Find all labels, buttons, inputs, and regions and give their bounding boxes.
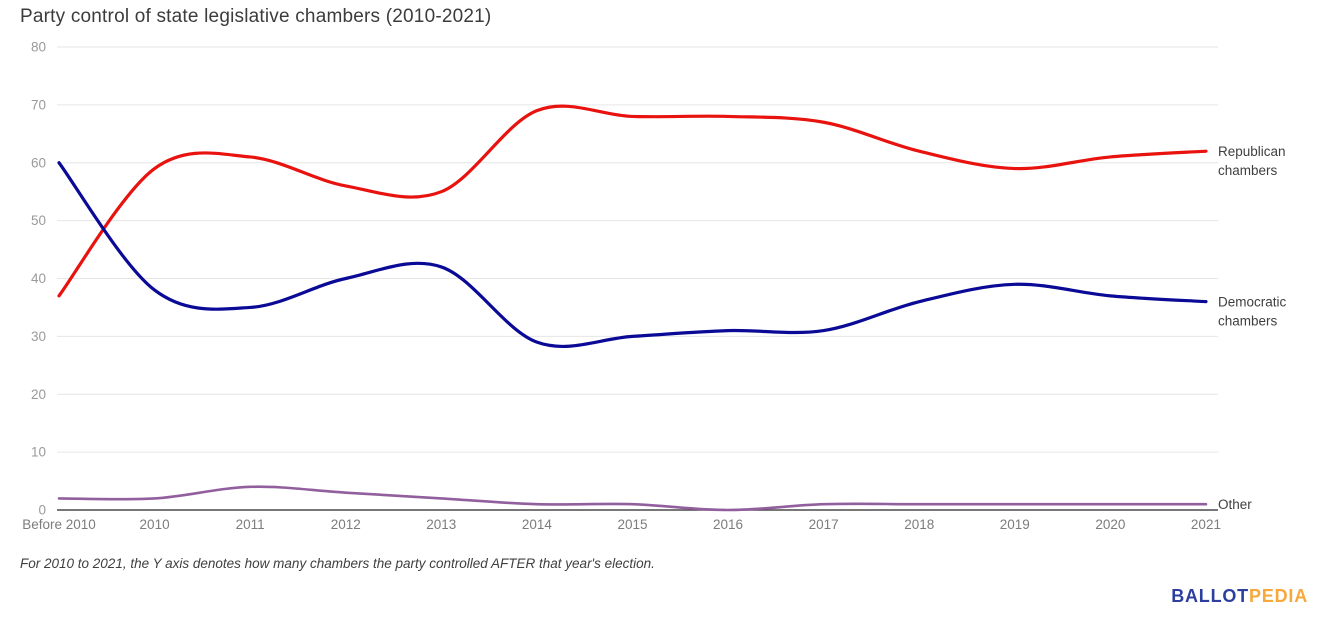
y-tick-label: 80	[31, 40, 46, 55]
x-tick-label: 2014	[522, 517, 553, 532]
other-line[interactable]	[57, 485, 1208, 512]
line-chart: 0 10 20 30 40 50 60 70 80 Before 2010 2010 2011 2012…	[22, 40, 1287, 533]
y-tick-label: 40	[31, 271, 46, 286]
chart-title: Party control of state legislative chamb…	[20, 6, 492, 27]
logo-ballot-text: BALLOT	[1171, 586, 1249, 606]
y-tick-label: 0	[38, 503, 46, 518]
x-tick-label: 2016	[713, 517, 743, 532]
x-tick-label: 2010	[140, 517, 170, 532]
y-tick-label: 60	[31, 155, 46, 170]
y-tick-label: 10	[31, 445, 46, 460]
series-label-other: Other	[1218, 497, 1252, 512]
x-tick-label: 2011	[236, 517, 265, 532]
chart-footnote: For 2010 to 2021, the Y axis denotes how…	[20, 556, 655, 571]
y-tick-label: 30	[31, 329, 46, 344]
y-tick-label: 50	[31, 213, 46, 228]
x-tick-label: 2020	[1095, 517, 1125, 532]
democratic-line[interactable]	[57, 161, 1208, 349]
x-tick-label: 2018	[904, 517, 934, 532]
x-tick-label: 2019	[1000, 517, 1030, 532]
series-label-democratic: Democratic chambers	[1218, 295, 1287, 329]
y-tick-label: 70	[31, 97, 46, 112]
x-tick-label: 2015	[617, 517, 647, 532]
x-tick-label: 2017	[809, 517, 839, 532]
x-tick-label: 2021	[1191, 517, 1221, 532]
republican-line[interactable]	[57, 104, 1208, 298]
series-label-republican: Republican chambers	[1218, 144, 1286, 178]
logo-pedia-text: PEDIA	[1248, 586, 1308, 606]
x-tick-label: Before 2010	[22, 517, 96, 532]
y-tick-label: 20	[31, 387, 46, 402]
ballotpedia-logo: BALLOTPEDIA	[1171, 586, 1308, 607]
x-tick-label: 2013	[426, 517, 456, 532]
x-tick-label: 2012	[331, 517, 361, 532]
